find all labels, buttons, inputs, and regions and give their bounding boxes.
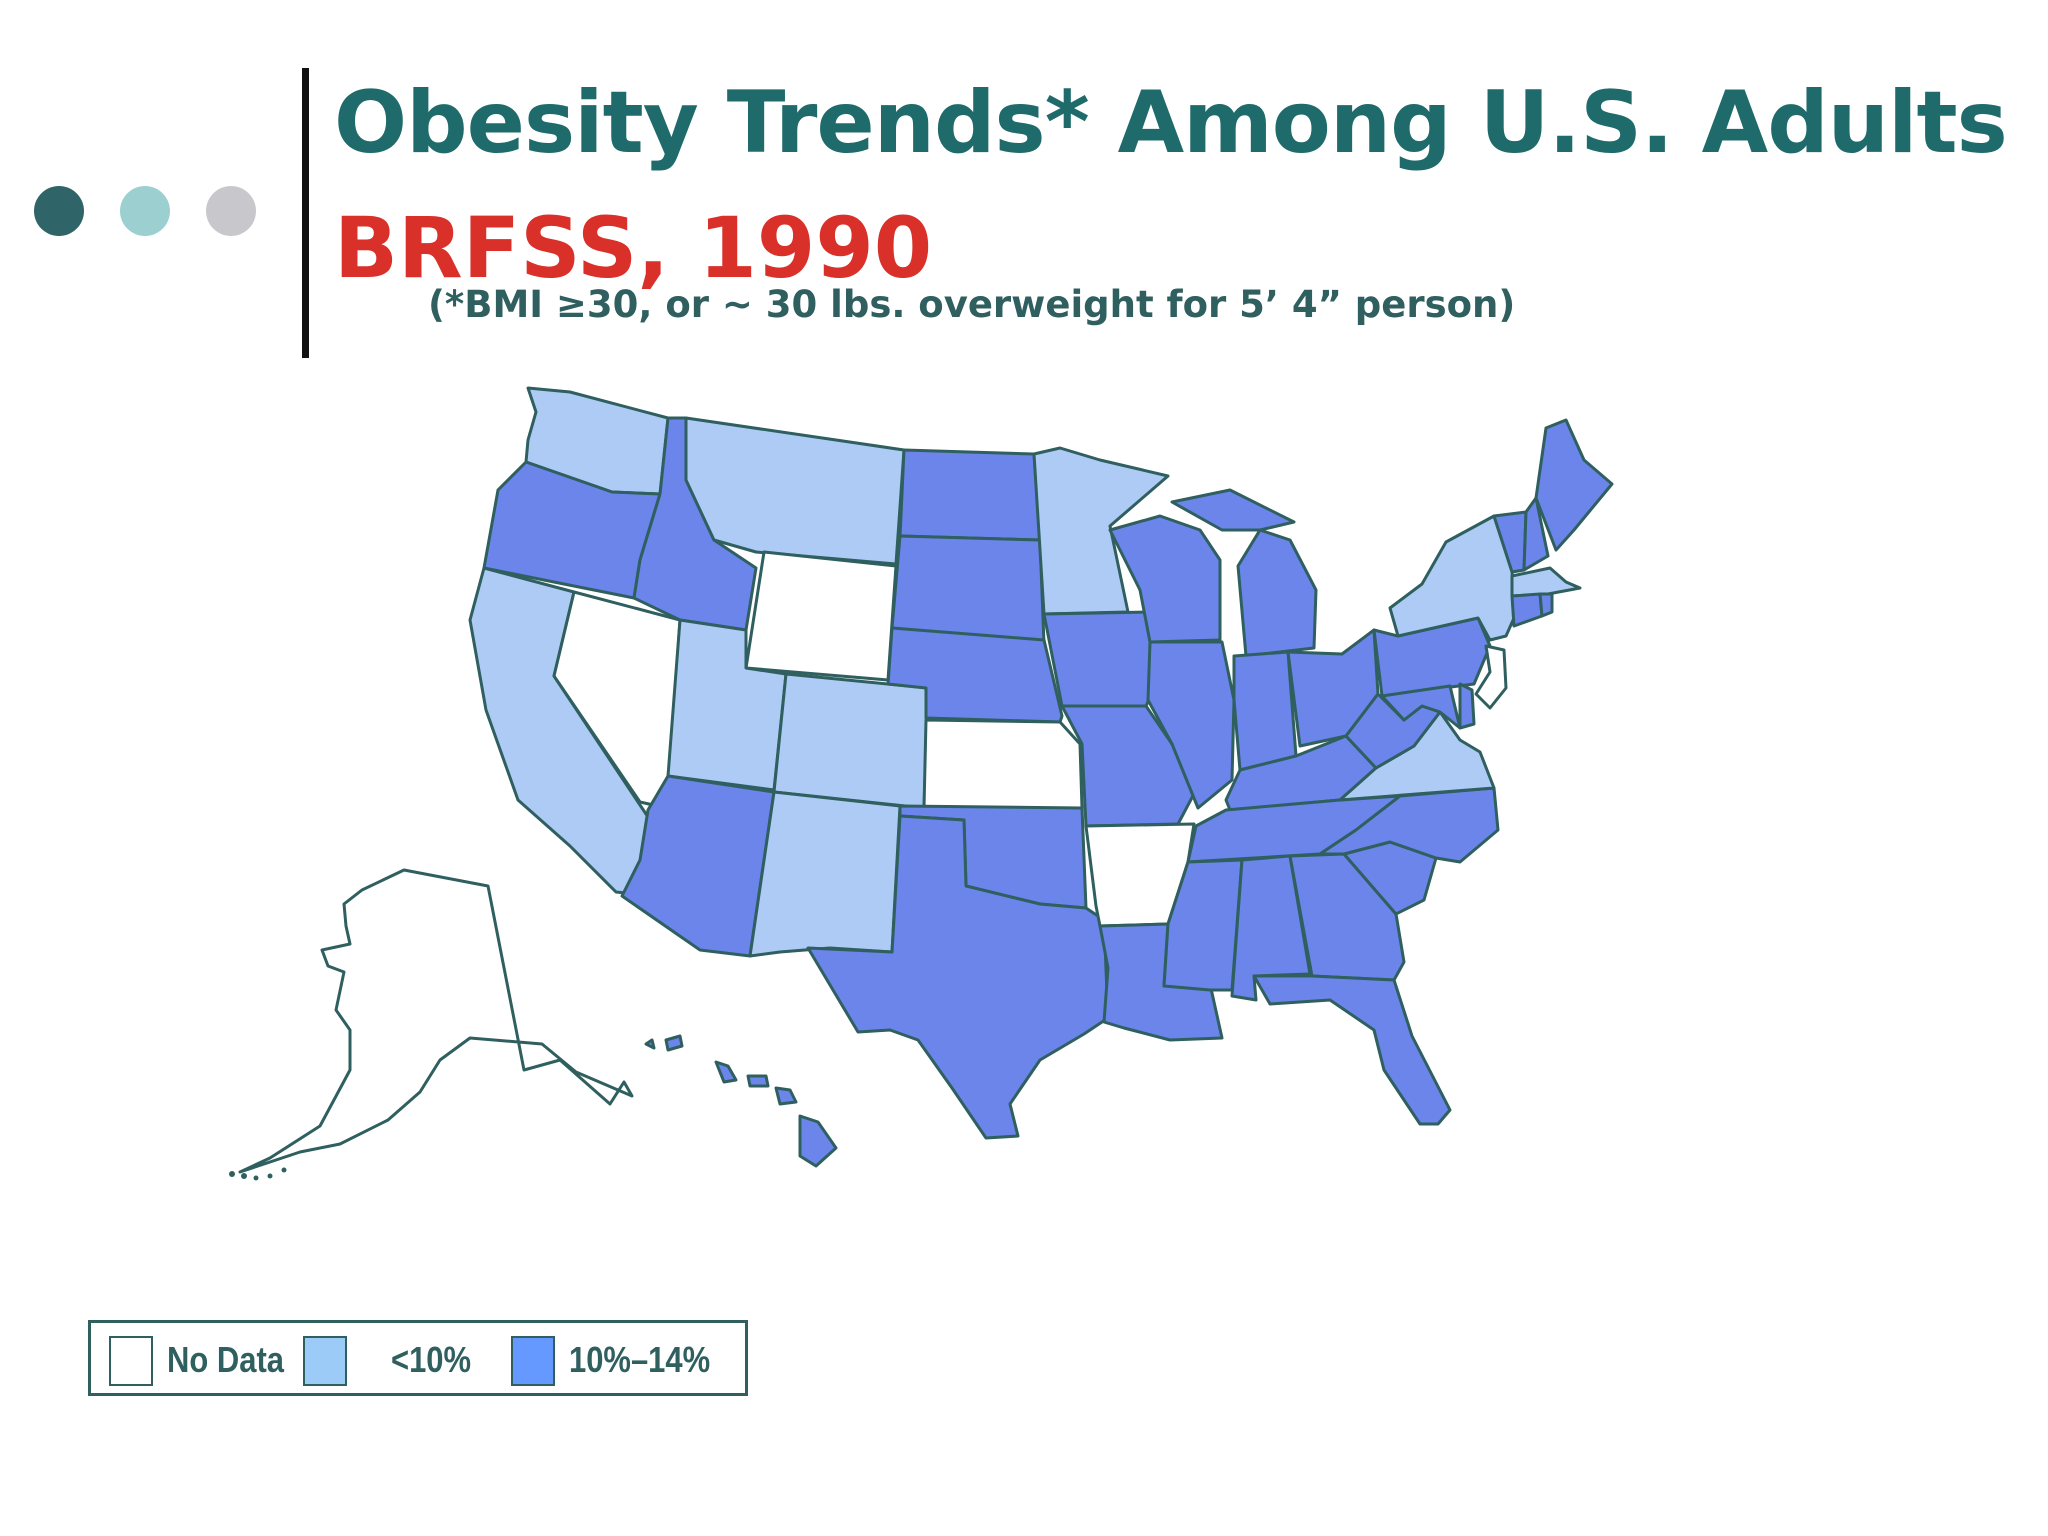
state-CO [772,672,930,810]
state-ND [898,448,1042,542]
alaska-islands [229,1167,287,1181]
state-MO [1060,704,1198,828]
legend-label-10-14: 10%–14% [569,1339,711,1380]
state-NJ [1474,644,1508,710]
state-MD [1380,684,1462,730]
state-FL [1252,974,1452,1126]
legend-label-no-data: No Data [167,1339,284,1380]
page-subtitle: BRFSS, 1990 [334,199,933,297]
state-NH [1522,496,1550,572]
dot-teal [120,186,170,236]
state-TX [806,814,1110,1140]
state-CT [1510,592,1544,628]
state-ME [1534,418,1614,552]
state-MA [1510,566,1582,598]
state-NC [1318,786,1500,864]
state-SD [890,534,1046,646]
state-IN [1232,650,1298,772]
state-NY [1388,514,1516,642]
legend-swatch-10-14 [511,1336,555,1386]
state-AK [238,868,634,1174]
page-title: Obesity Trends* Among U.S. Adults [334,73,2008,173]
dot-dark [34,186,84,236]
state-IL [1146,640,1236,810]
map-legend: No Data <10% 10%–14% [88,1320,748,1396]
state-RI [1538,592,1554,618]
legend-label-lt10: <10% [391,1339,472,1380]
state-WY [744,550,898,682]
state-WI [1108,514,1222,644]
state-HI [644,1034,838,1168]
decorative-dots [34,186,264,238]
state-KS [922,718,1084,810]
legend-swatch-lt10 [303,1336,347,1386]
state-DE [1458,682,1476,730]
bmi-footnote: (*BMI ≥30, or ~ 30 lbs. overweight for 5… [428,283,1516,326]
legend-swatch-no-data [109,1336,153,1386]
state-NM [748,790,902,958]
title-divider [302,68,309,358]
dot-gray [206,186,256,236]
state-MT [684,416,906,566]
